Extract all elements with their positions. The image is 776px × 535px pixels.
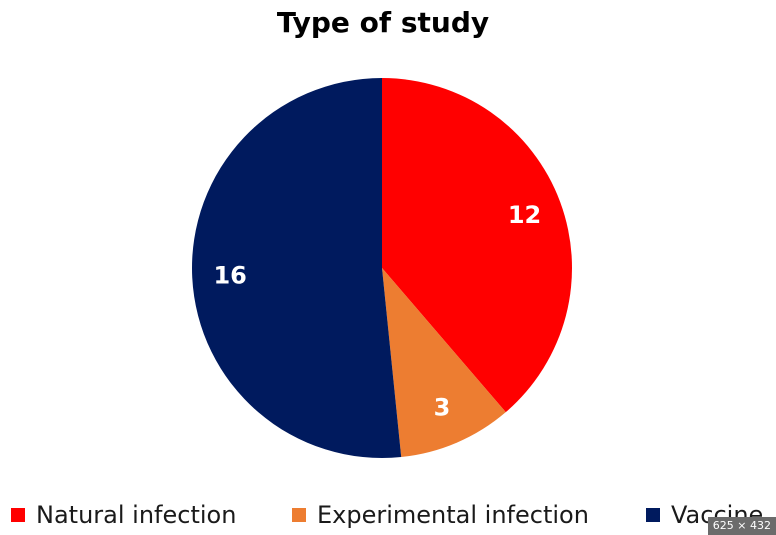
legend-swatch-experimental-infection bbox=[292, 508, 306, 522]
chart-title: Type of study bbox=[276, 6, 490, 39]
legend-label-experimental-infection: Experimental infection bbox=[317, 501, 589, 529]
pie-slice-experimental-infection bbox=[382, 268, 506, 458]
data-label-experimental-infection: 3 bbox=[434, 394, 451, 422]
image-size-badge: 625 × 432 bbox=[707, 517, 776, 535]
legend-item-experimental-infection: Experimental infection bbox=[292, 497, 589, 533]
pie-data-labels: 12 3 16 bbox=[213, 201, 541, 421]
legend-label-natural-infection: Natural infection bbox=[36, 501, 237, 529]
pie-slice-natural-infection bbox=[382, 78, 573, 413]
data-label-vaccine: 16 bbox=[213, 262, 246, 290]
legend-item-natural-infection: Natural infection bbox=[11, 497, 236, 533]
pie-slices bbox=[192, 78, 573, 458]
pie-slice-vaccine bbox=[192, 78, 402, 458]
legend-swatch-vaccine bbox=[646, 508, 660, 522]
legend: Natural infection Experimental infection… bbox=[0, 497, 776, 533]
data-label-natural-infection: 12 bbox=[508, 201, 541, 229]
pie-chart: 12 3 16 bbox=[192, 78, 573, 458]
legend-swatch-natural-infection bbox=[11, 508, 25, 522]
